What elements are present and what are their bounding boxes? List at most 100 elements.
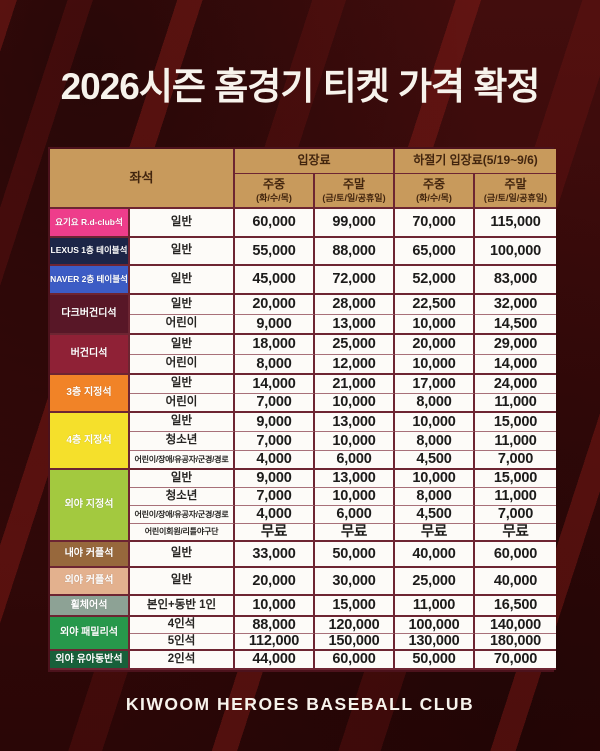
price-cell: 11,000 — [475, 394, 556, 413]
price-cell: 100,000 — [475, 238, 556, 266]
header-weekend-days: (금/토/일/공휴일) — [483, 192, 548, 203]
price-cell: 13,000 — [315, 470, 395, 488]
price-cell: 30,000 — [315, 568, 395, 596]
price-cell: 33,000 — [235, 542, 315, 568]
ticket-type: 일반 — [130, 568, 235, 596]
price-cell: 115,000 — [475, 209, 556, 238]
seat-category: LEXUS 1층 테이블석 — [50, 238, 130, 266]
seat-category: NAVER 2층 테이블석 — [50, 266, 130, 295]
ticket-type: 청소년 — [130, 488, 235, 506]
price-cell: 120,000 — [315, 617, 395, 634]
price-cell: 14,500 — [475, 315, 556, 335]
price-cell: 11,000 — [475, 432, 556, 451]
price-cell: 60,000 — [235, 209, 315, 238]
price-cell: 40,000 — [475, 568, 556, 596]
price-cell: 140,000 — [475, 617, 556, 634]
ticket-type: 일반 — [130, 209, 235, 238]
price-cell: 무료 — [475, 524, 556, 542]
price-cell: 44,000 — [235, 651, 315, 670]
price-cell: 17,000 — [395, 375, 475, 394]
price-cell: 15,000 — [475, 470, 556, 488]
price-cell: 4,500 — [395, 506, 475, 524]
header-seat: 좌석 — [50, 149, 235, 209]
ticket-type: 일반 — [130, 295, 235, 315]
price-cell: 72,000 — [315, 266, 395, 295]
header-weekend-label: 주말 — [504, 176, 527, 191]
seat-category: 외야 패밀리석 — [50, 617, 130, 651]
header-weekend-days: (금/토/일/공휴일) — [322, 192, 386, 203]
ticket-type: 일반 — [130, 266, 235, 295]
price-cell: 4,000 — [235, 451, 315, 470]
price-cell: 7,000 — [235, 394, 315, 413]
ticket-price-table: 좌석 입장료 하절기 입장료(5/19~9/6) 주중 (화/수/목) 주말 (… — [48, 147, 556, 672]
ticket-type: 어린이 — [130, 315, 235, 335]
price-cell: 6,000 — [315, 506, 395, 524]
price-cell: 10,000 — [315, 432, 395, 451]
price-cell: 4,500 — [395, 451, 475, 470]
ticket-type: 일반 — [130, 470, 235, 488]
price-cell: 10,000 — [315, 488, 395, 506]
page-title: 2026시즌 홈경기 티켓 가격 확정 — [60, 66, 541, 107]
price-cell: 무료 — [235, 524, 315, 542]
price-cell: 14,000 — [475, 355, 556, 375]
price-cell: 10,000 — [395, 355, 475, 375]
ticket-type: 2인석 — [130, 651, 235, 670]
price-cell: 9,000 — [235, 470, 315, 488]
ticket-type: 어린이/장애/유공자/군경/경로 — [130, 451, 235, 470]
header-weekend-summer: 주말 (금/토/일/공휴일) — [475, 174, 556, 209]
price-cell: 7,000 — [235, 488, 315, 506]
header-weekday-summer: 주중 (화/수/목) — [395, 174, 475, 209]
price-cell: 15,000 — [475, 413, 556, 432]
price-cell: 50,000 — [315, 542, 395, 568]
ticket-type: 일반 — [130, 238, 235, 266]
price-cell: 60,000 — [315, 651, 395, 670]
price-cell: 29,000 — [475, 335, 556, 355]
footer-club-name: KIWOOM HEROES BASEBALL CLUB — [125, 694, 475, 714]
header-weekday-label: 주중 — [422, 176, 446, 191]
header-summer-admission: 하절기 입장료(5/19~9/6) — [395, 149, 556, 174]
ticket-type: 어린이 — [130, 355, 235, 375]
price-cell: 65,000 — [395, 238, 475, 266]
ticket-type: 청소년 — [130, 432, 235, 451]
price-cell: 13,000 — [315, 413, 395, 432]
price-cell: 112,000 — [235, 633, 315, 651]
ticket-type: 본인+동반 1인 — [130, 596, 235, 617]
price-cell: 100,000 — [395, 617, 475, 634]
price-cell: 21,000 — [315, 375, 395, 394]
ticket-type: 일반 — [130, 413, 235, 432]
price-cell: 20,000 — [235, 568, 315, 596]
seat-category: 휠체어석 — [50, 596, 130, 617]
price-cell: 10,000 — [235, 596, 315, 617]
price-cell: 40,000 — [395, 542, 475, 568]
price-cell: 16,500 — [475, 596, 556, 617]
price-cell: 18,000 — [235, 335, 315, 355]
header-admission: 입장료 — [235, 149, 395, 174]
seat-category: 요기요 R.d-club석 — [50, 209, 130, 238]
price-cell: 8,000 — [395, 432, 475, 451]
price-cell: 20,000 — [235, 295, 315, 315]
price-cell: 7,000 — [475, 506, 556, 524]
price-cell: 8,000 — [395, 488, 475, 506]
price-cell: 8,000 — [235, 355, 315, 375]
header-weekday-days: (화/수/목) — [416, 192, 452, 203]
ticket-type: 어린이/장애/유공자/군경/경로 — [130, 506, 235, 524]
price-cell: 9,000 — [235, 315, 315, 335]
price-cell: 45,000 — [235, 266, 315, 295]
price-cell: 14,000 — [235, 375, 315, 394]
price-cell: 9,000 — [235, 413, 315, 432]
price-cell: 32,000 — [475, 295, 556, 315]
seat-category: 외야 커플석 — [50, 568, 130, 596]
price-cell: 50,000 — [395, 651, 475, 670]
price-cell: 8,000 — [395, 394, 475, 413]
seat-category: 외야 지정석 — [50, 470, 130, 542]
price-cell: 10,000 — [315, 394, 395, 413]
price-cell: 10,000 — [395, 413, 475, 432]
ticket-type: 어린이 — [130, 394, 235, 413]
price-cell: 70,000 — [395, 209, 475, 238]
price-cell: 24,000 — [475, 375, 556, 394]
seat-category: 4층 지정석 — [50, 413, 130, 470]
price-cell: 52,000 — [395, 266, 475, 295]
price-cell: 4,000 — [235, 506, 315, 524]
price-cell: 28,000 — [315, 295, 395, 315]
seat-category: 외야 유아동반석 — [50, 651, 130, 670]
